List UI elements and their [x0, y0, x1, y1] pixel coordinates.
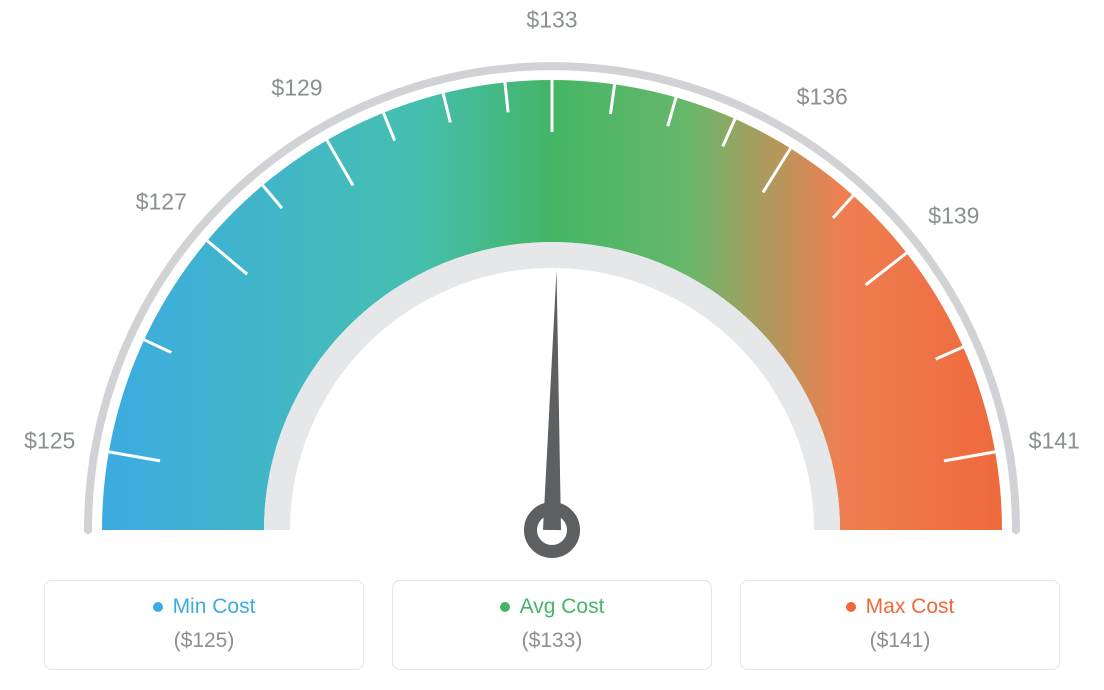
legend-dot-avg — [500, 602, 510, 612]
legend-box-min: Min Cost ($125) — [44, 580, 364, 670]
legend-title-row: Min Cost — [45, 595, 363, 619]
gauge-tick-label: $136 — [797, 84, 848, 111]
legend-title-max: Max Cost — [866, 595, 955, 619]
gauge-tick-label: $129 — [271, 75, 322, 102]
legend-row: Min Cost ($125) Avg Cost ($133) Max Cost… — [0, 580, 1104, 670]
legend-title-row: Max Cost — [741, 595, 1059, 619]
gauge-svg — [0, 0, 1104, 560]
gauge-tick-label: $139 — [928, 203, 979, 230]
legend-value-avg: ($133) — [393, 629, 711, 653]
legend-value-min: ($125) — [45, 629, 363, 653]
legend-dot-max — [846, 602, 856, 612]
gauge-tick-label: $141 — [1029, 428, 1080, 455]
legend-title-row: Avg Cost — [393, 595, 711, 619]
legend-box-max: Max Cost ($141) — [740, 580, 1060, 670]
legend-box-avg: Avg Cost ($133) — [392, 580, 712, 670]
gauge-chart: $125 $127 $129 $133 $136 $139 $141 — [0, 0, 1104, 560]
gauge-tick-label: $125 — [24, 428, 75, 455]
gauge-tick-label: $133 — [526, 7, 577, 34]
legend-title-min: Min Cost — [173, 595, 256, 619]
legend-value-max: ($141) — [741, 629, 1059, 653]
legend-dot-min — [153, 602, 163, 612]
legend-title-avg: Avg Cost — [520, 595, 605, 619]
gauge-tick-label: $127 — [136, 189, 187, 216]
